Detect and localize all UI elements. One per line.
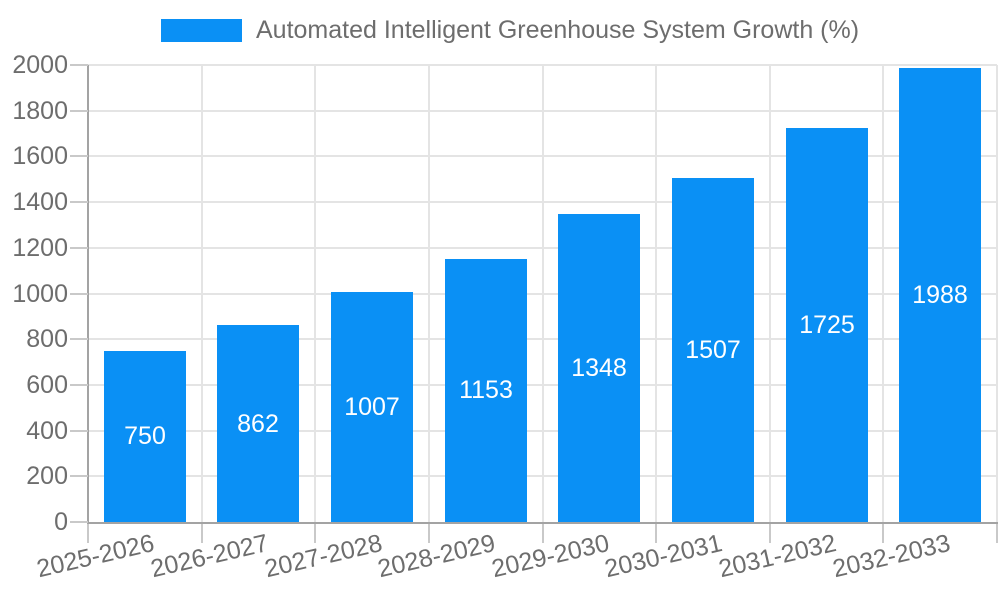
y-tick-label: 1000 [12,279,68,308]
bar [445,258,527,522]
x-tick-label: 2027-2028 [261,529,385,584]
y-axis-tick [70,475,88,478]
y-tick-label: 2000 [12,51,68,79]
y-tick-label: 400 [26,416,68,445]
gridline-vertical [314,65,317,522]
gridline-vertical [427,65,430,522]
legend-swatch-icon [161,18,242,42]
y-axis-tick [70,201,88,204]
x-tick-label: 2031-2032 [716,529,839,584]
bar [899,67,981,522]
y-axis-tick [70,429,88,432]
y-axis-tick [70,338,88,341]
x-axis-tick [655,524,658,543]
bar-value-label: 1153 [459,376,513,404]
y-tick-label: 600 [26,370,68,399]
y-axis-tick [70,155,88,158]
y-tick-label: 1200 [12,233,68,262]
y-tick-label: 1600 [12,142,68,171]
gridline-vertical [655,65,658,522]
bar [104,350,186,522]
gridline-vertical [882,65,885,522]
y-axis-tick [70,383,88,386]
x-tick-label: 2026-2027 [147,529,271,584]
bar [786,127,868,522]
x-axis-tick [768,524,771,543]
y-axis-tick [70,109,88,112]
bar [672,177,754,522]
x-axis-tick [541,524,544,543]
bar [217,325,299,522]
x-tick-label: 2032-2033 [829,529,953,584]
y-axis-tick [70,64,88,66]
gridline-vertical [541,65,544,522]
bar-value-label: 750 [124,422,166,450]
x-axis-line [87,522,998,524]
x-axis-tick [200,524,203,543]
y-tick-label: 200 [26,462,68,491]
bar-value-label: 1725 [799,311,855,339]
y-tick-label: 800 [26,325,68,354]
legend: Automated Intelligent Greenhouse System … [161,16,859,44]
x-axis-tick [427,524,430,543]
bar-value-label: 1988 [912,281,968,309]
bar-value-label: 1348 [571,354,627,382]
gridline-vertical [996,65,998,522]
y-axis-tick [70,292,88,295]
bar-value-label: 1007 [344,393,400,421]
bar [331,291,413,522]
legend-label: Automated Intelligent Greenhouse System … [256,16,860,44]
y-axis-tick [70,246,88,249]
bar-value-label: 862 [237,410,279,438]
y-axis-tick [70,521,88,523]
x-tick-label: 2030-2031 [602,529,726,584]
bar [558,213,640,522]
x-axis-tick [996,524,998,543]
gridline-vertical [768,65,771,522]
y-tick-label: 1400 [12,188,68,217]
y-tick-label: 0 [54,508,68,536]
bar-value-label: 1507 [685,336,741,364]
x-axis-tick [314,524,317,543]
x-tick-label: 2029-2030 [488,529,612,584]
x-tick-label: 2028-2029 [375,529,498,584]
gridline-vertical [200,65,203,522]
x-axis-tick [87,524,89,543]
y-axis-line [87,65,89,524]
x-tick-label: 2025-2026 [34,529,158,584]
y-tick-label: 1800 [12,96,68,125]
x-axis-tick [882,524,885,543]
